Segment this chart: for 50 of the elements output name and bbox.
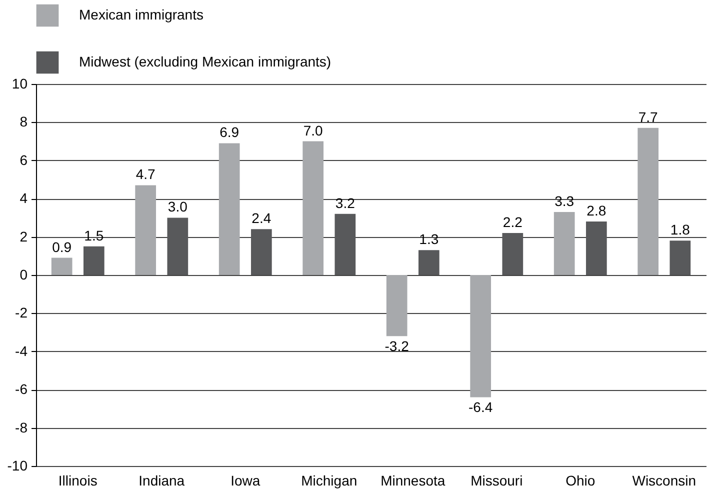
y-tick-label: -8 [15,419,28,436]
bar [638,128,659,275]
bar [51,258,72,275]
bar [302,141,324,275]
bar [502,232,524,275]
data-label: -6.4 [468,399,493,416]
y-tick-label: 6 [20,152,28,168]
data-label: 7.0 [303,122,324,138]
x-tick-label: Indiana [138,472,185,488]
bar [670,240,691,275]
x-tick-label: Ohio [566,472,596,488]
y-tick-label: -10 [7,458,28,474]
x-tick-label: Wisconsin [632,472,696,488]
y-tick-label: 4 [20,190,28,206]
data-label: 2.2 [502,214,523,230]
y-tick-label: -4 [15,342,28,359]
y-tick-label: 8 [20,114,28,130]
bar [167,218,188,275]
x-tick-label: Illinois [58,472,98,488]
legend-label: Midwest (excluding Mexican immigrants) [79,54,332,70]
bar [334,214,356,275]
y-tick-label: 10 [12,76,28,92]
data-label: 3.0 [168,198,188,215]
y-tick-label: -2 [15,304,28,321]
data-label: 0.9 [52,238,72,255]
data-label: -3.2 [384,338,410,354]
y-tick-label: 2 [20,228,28,244]
data-label: 3.2 [335,194,356,211]
bar [470,275,492,398]
data-label: 6.9 [220,124,240,140]
legend-label: Mexican immigrants [79,6,204,22]
data-label: 7.7 [638,108,658,125]
bar [250,229,272,275]
bar [554,212,575,275]
data-label: 2.8 [586,202,606,219]
x-tick-label: Iowa [230,472,260,488]
bar [418,250,440,275]
x-tick-label: Michigan [301,472,358,488]
bar [386,275,408,336]
bar [83,246,104,275]
y-tick-label: 0 [20,266,28,282]
data-label: 1.8 [670,222,690,238]
data-label: 4.7 [136,166,156,182]
x-tick-label: Minnesota [380,472,446,488]
bar [586,222,607,275]
bar [135,185,156,275]
y-tick-label: -6 [15,381,28,398]
data-label: 2.4 [252,210,272,226]
x-tick-label: Missouri [470,472,523,488]
bar [218,143,240,275]
